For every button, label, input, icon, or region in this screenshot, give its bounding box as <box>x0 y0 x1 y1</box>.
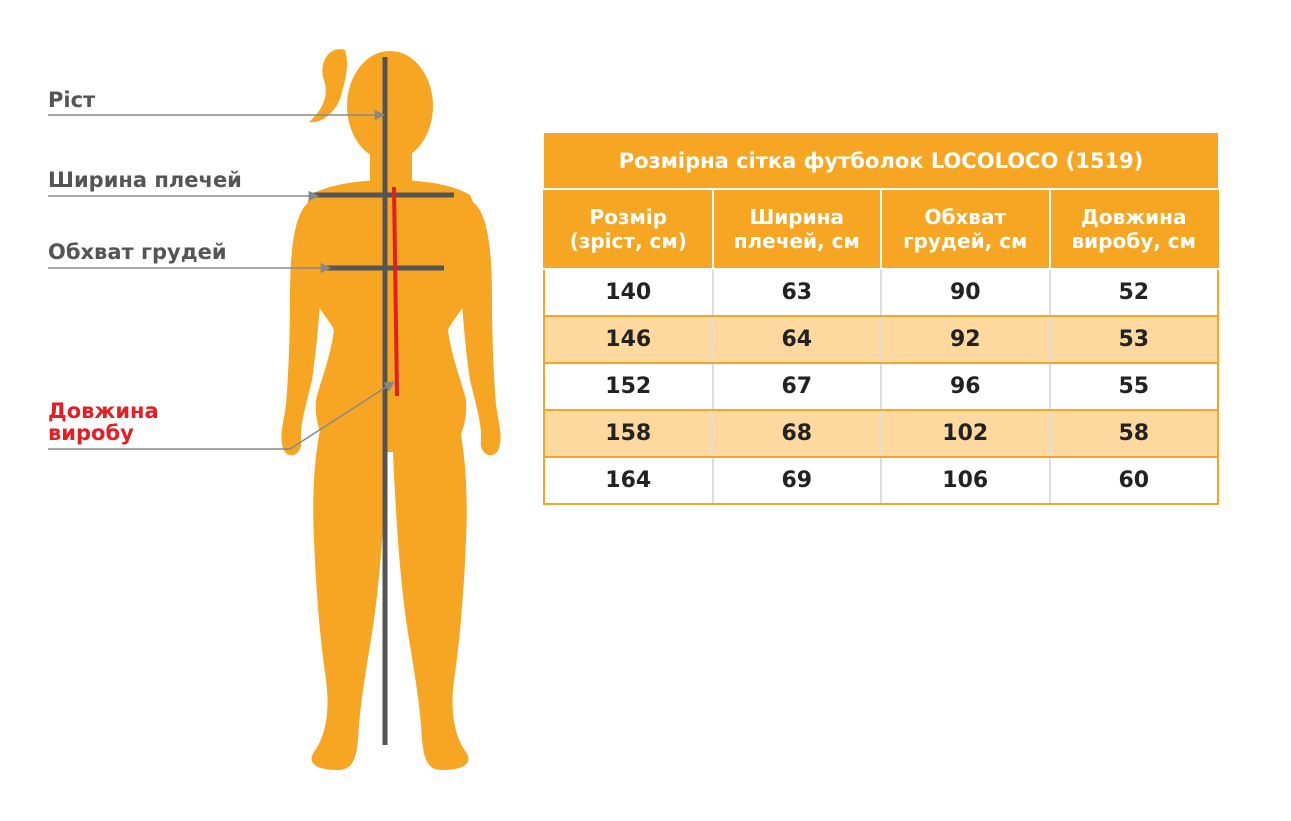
table-row: 140 63 90 52 <box>543 268 1219 317</box>
length-measure-line <box>392 186 399 397</box>
cell-length: 58 <box>1048 409 1219 458</box>
height-label: Ріст <box>48 88 96 112</box>
cell-chest: 102 <box>880 409 1051 458</box>
cell-shoulder: 68 <box>711 409 882 458</box>
column-header-size-line1: Розмір <box>589 205 668 229</box>
column-header-length: Довжина виробу, см <box>1048 189 1219 270</box>
column-header-shoulder-line2: плечей, см <box>733 229 860 253</box>
leader-lines <box>48 109 395 450</box>
length-label-line1: Довжина <box>48 399 159 423</box>
length-label: Довжина виробу <box>48 400 159 444</box>
cell-shoulder: 67 <box>711 362 882 411</box>
girl-silhouette <box>281 49 501 770</box>
cell-length: 52 <box>1048 268 1219 317</box>
column-header-shoulder: Ширина плечей, см <box>711 189 882 270</box>
column-header-length-line1: Довжина <box>1081 205 1187 229</box>
length-label-line2: виробу <box>48 421 134 445</box>
cell-size: 140 <box>543 268 714 317</box>
table-title-row: Розмірна сітка футболок LOCOLOCO (1519) <box>544 133 1218 190</box>
column-header-chest-line2: грудей, см <box>903 229 1028 253</box>
table-header-row: Розмір (зріст, см) Ширина плечей, см Обхва… <box>543 189 1219 270</box>
cell-size: 158 <box>543 409 714 458</box>
cell-chest: 96 <box>880 362 1051 411</box>
body-figure-diagram <box>48 49 501 770</box>
length-leader-line <box>48 381 395 450</box>
table-row: 152 67 96 55 <box>543 362 1219 411</box>
table-row: 164 69 106 60 <box>543 456 1219 505</box>
cell-shoulder: 69 <box>711 456 882 505</box>
table-row: 158 68 102 58 <box>543 409 1219 458</box>
cell-shoulder: 64 <box>711 315 882 364</box>
table-row: 146 64 92 53 <box>543 315 1219 364</box>
cell-length: 55 <box>1048 362 1219 411</box>
chest-label: Обхват грудей <box>48 240 227 264</box>
shoulder-width-label: Ширина плечей <box>48 168 242 192</box>
size-chart-table: Розмірна сітка футболок LOCOLOCO (1519) … <box>543 133 1219 505</box>
column-header-length-line2: виробу, см <box>1071 229 1197 253</box>
column-header-chest-line1: Обхват <box>924 205 1007 229</box>
column-header-size-line2: (зріст, см) <box>569 229 687 253</box>
cell-size: 146 <box>543 315 714 364</box>
cell-chest: 106 <box>880 456 1051 505</box>
cell-length: 53 <box>1048 315 1219 364</box>
cell-shoulder: 63 <box>711 268 882 317</box>
column-header-shoulder-line1: Ширина <box>749 205 844 229</box>
cell-size: 152 <box>543 362 714 411</box>
cell-chest: 90 <box>880 268 1051 317</box>
cell-length: 60 <box>1048 456 1219 505</box>
cell-size: 164 <box>543 456 714 505</box>
column-header-chest: Обхват грудей, см <box>880 189 1051 270</box>
table-title: Розмірна сітка футболок LOCOLOCO (1519) <box>544 133 1218 190</box>
cell-chest: 92 <box>880 315 1051 364</box>
column-header-size: Розмір (зріст, см) <box>543 189 714 270</box>
